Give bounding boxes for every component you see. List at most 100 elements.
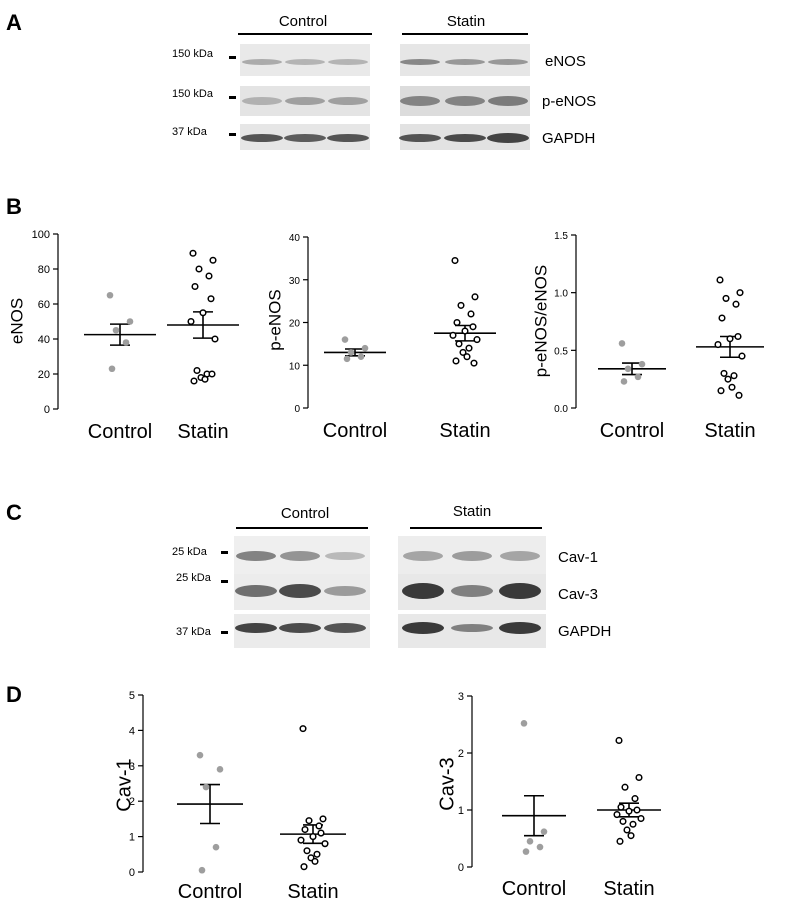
data-point-statin: [193, 366, 201, 375]
data-point-statin: [190, 377, 198, 385]
y-tick-label: 60: [38, 299, 50, 311]
data-point-control: [196, 751, 204, 759]
data-point-statin: [300, 863, 308, 871]
blot-a-row-enos: eNOS: [545, 53, 586, 70]
blot-a-marker: 150 kDa: [172, 48, 214, 60]
data-point-statin: [473, 336, 481, 344]
data-point-statin: [631, 795, 639, 803]
data-point-statin: [187, 317, 195, 326]
data-point-statin: [299, 725, 307, 733]
data-point-statin: [189, 249, 197, 257]
data-point-statin: [717, 387, 725, 395]
blot-c-row-gapdh: GAPDH: [558, 623, 611, 640]
data-point-statin: [465, 344, 473, 352]
data-point-statin: [452, 357, 460, 365]
data-point-control: [202, 783, 210, 791]
blot-band: [451, 624, 493, 632]
y-axis-label: Cav-3: [436, 757, 458, 810]
panel-label-d: D: [6, 682, 22, 707]
y-tick-label: 30: [289, 276, 301, 287]
y-tick-label: 0.5: [554, 346, 568, 357]
data-point-control: [540, 828, 548, 835]
blot-c-row-cav3: Cav-3: [558, 586, 598, 603]
data-point-statin: [313, 850, 321, 858]
blot-c-marker: 37 kDa: [176, 626, 212, 638]
y-tick-label: 1: [458, 805, 464, 817]
blot-band: [402, 583, 444, 599]
panel-label-a: A: [6, 10, 22, 35]
blot-c-row-cav1: Cav-1: [558, 549, 598, 566]
data-point-statin: [303, 847, 311, 855]
data-point-statin: [635, 773, 643, 782]
y-tick-label: 1.5: [554, 231, 568, 242]
data-point-control: [108, 365, 116, 373]
data-point-statin: [317, 829, 325, 837]
blot-band: [488, 96, 528, 106]
y-tick-label: 10: [289, 361, 301, 372]
data-point-statin: [736, 289, 744, 297]
data-point-control: [536, 843, 544, 851]
chart-4: 0 1 2 3 Cav-3 Control Statin: [436, 691, 661, 900]
blot-a-group-control: Control: [279, 13, 327, 30]
blot-band: [451, 585, 493, 597]
data-point-statin: [471, 293, 479, 301]
data-point-statin: [629, 820, 637, 828]
chart-3: 0 1 2 3 4 5 Cav-1 Control Statin: [113, 690, 346, 903]
data-point-statin: [457, 301, 465, 309]
data-point-control: [357, 353, 365, 361]
blot-band: [324, 586, 366, 596]
panel-label-b: B: [6, 194, 22, 219]
blot-band: [403, 551, 443, 561]
blot-band: [324, 623, 366, 633]
blot-band: [488, 59, 528, 65]
blot-band: [499, 583, 541, 599]
data-point-statin: [734, 332, 742, 341]
panel-label-c: C: [6, 500, 22, 525]
y-tick-label: 100: [32, 229, 50, 241]
blot-band: [241, 134, 283, 142]
data-point-statin: [311, 857, 319, 865]
chart-1: 0 10 20 30 40 p-eNOS Control Statin: [265, 233, 496, 442]
data-point-statin: [718, 314, 726, 322]
chart-0: 0 20 40 60 80 100 eNOS Control Statin: [7, 229, 239, 443]
data-point-control: [520, 720, 528, 727]
data-point-statin: [613, 811, 621, 819]
data-point-statin: [720, 369, 728, 377]
y-tick-label: 0: [44, 404, 50, 416]
data-point-control: [347, 349, 355, 356]
y-axis-label: p-eNOS/eNOS: [531, 265, 550, 377]
data-point-statin: [305, 817, 313, 825]
blot-band: [402, 622, 444, 634]
x-category-label: Statin: [439, 420, 490, 442]
y-tick-label: 5: [129, 690, 135, 702]
data-point-statin: [724, 375, 732, 383]
data-point-statin: [321, 840, 329, 848]
blot-c-bands: [235, 551, 541, 634]
x-category-label: Statin: [603, 878, 654, 900]
data-point-control: [122, 339, 130, 346]
y-tick-label: 1: [129, 832, 135, 844]
blot-band: [236, 551, 276, 561]
data-point-statin: [453, 318, 461, 327]
blot-band: [400, 59, 440, 65]
data-point-control: [198, 866, 206, 874]
data-point-statin: [637, 815, 645, 823]
y-tick-label: 0: [294, 404, 300, 415]
blot-band: [444, 134, 486, 142]
data-point-control: [361, 344, 369, 352]
y-tick-label: 80: [38, 264, 50, 276]
blot-band: [242, 97, 282, 105]
data-point-statin: [617, 803, 625, 811]
data-point-statin: [319, 815, 327, 823]
data-point-control: [634, 373, 642, 381]
blot-band: [445, 96, 485, 106]
data-point-control: [216, 766, 224, 773]
data-point-control: [341, 336, 349, 343]
data-point-statin: [732, 300, 740, 308]
data-point-statin: [621, 783, 629, 791]
blot-band: [279, 584, 321, 598]
blot-a-marker: 150 kDa: [172, 88, 214, 100]
y-tick-label: 20: [289, 319, 301, 330]
